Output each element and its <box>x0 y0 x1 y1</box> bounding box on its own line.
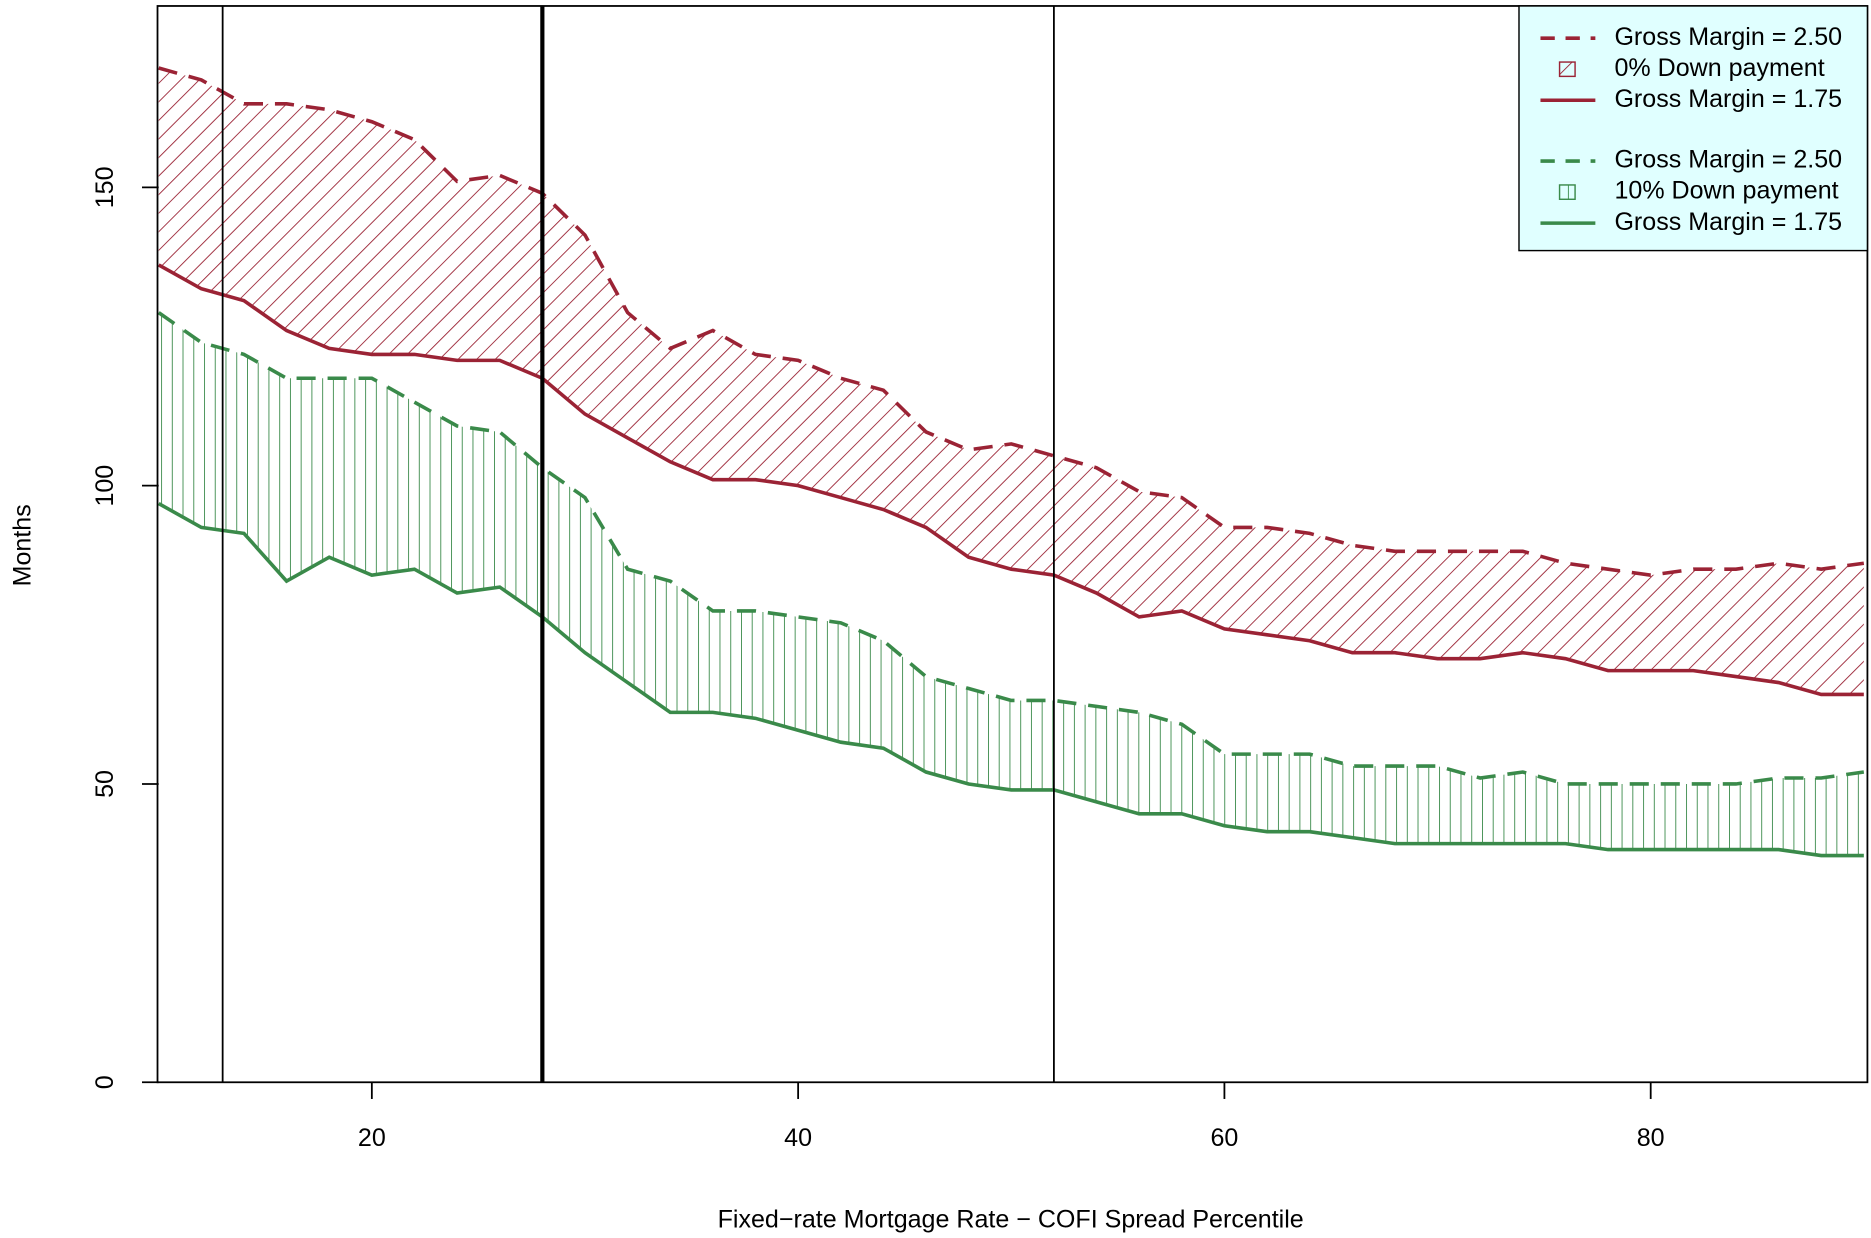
y-tick-label: 150 <box>91 166 119 208</box>
legend-label: 0% Down payment <box>1614 54 1824 82</box>
y-tick-label: 0 <box>91 1075 119 1089</box>
legend-box <box>1518 5 1869 252</box>
series-line <box>157 311 1865 786</box>
x-tick-label: 80 <box>1637 1124 1665 1152</box>
plot-frame <box>156 5 1869 1084</box>
x-tick-label: 60 <box>1210 1124 1238 1152</box>
series-line <box>158 66 1865 577</box>
x-axis-label: Fixed−rate Mortgage Rate − COFI Spread P… <box>718 1205 1304 1233</box>
legend-label: Gross Margin = 1.75 <box>1614 85 1842 113</box>
legend-swatch <box>1558 61 1576 78</box>
y-tick-label: 50 <box>91 770 119 798</box>
legend-label: 10% Down payment <box>1614 177 1838 205</box>
legend-label: Gross Margin = 2.50 <box>1614 146 1842 174</box>
legend-swatch <box>1558 184 1576 200</box>
series-line <box>157 501 1864 858</box>
y-tick-label: 100 <box>91 465 119 507</box>
legend-label: Gross Margin = 1.75 <box>1614 208 1842 236</box>
legend-label: Gross Margin = 2.50 <box>1614 23 1842 51</box>
series-line <box>157 263 1864 697</box>
y-axis-label: Months <box>8 504 36 586</box>
x-tick-label: 40 <box>784 1124 812 1152</box>
hatched-band <box>158 312 1864 856</box>
legend: Gross Margin = 2.50 0% Down payment Gross … <box>1518 5 1869 252</box>
x-tick-label: 20 <box>358 1124 386 1152</box>
